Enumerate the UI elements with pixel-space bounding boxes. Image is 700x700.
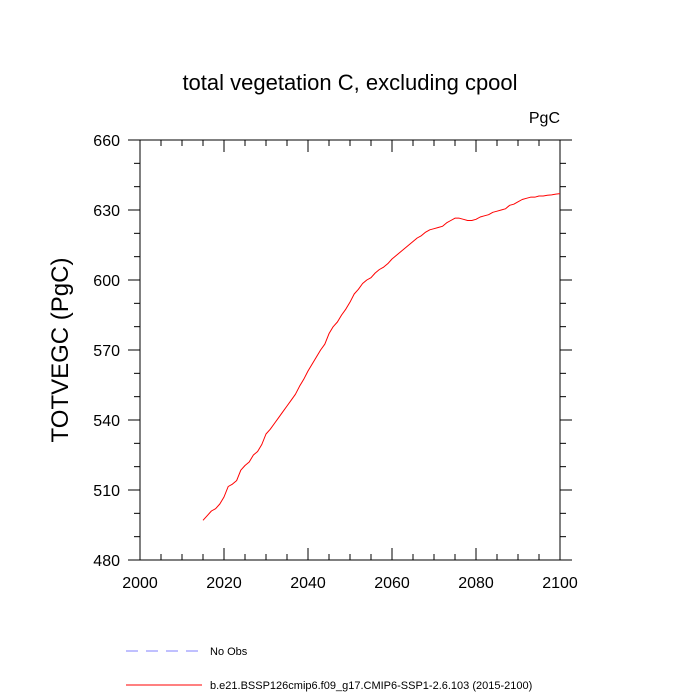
legend: No Obs b.e21.BSSP126cmip6.f09_g17.CMIP6-…	[126, 646, 532, 692]
x-tick-label: 2040	[290, 575, 326, 592]
series-group	[202, 193, 561, 521]
series-line	[202, 193, 561, 521]
y-tick-label: 600	[93, 273, 120, 290]
chart-title: total vegetation C, excluding cpool	[182, 70, 517, 95]
y-tick-label: 510	[93, 483, 120, 500]
axis-ticks	[128, 139, 572, 561]
x-tick-label: 2100	[542, 575, 578, 592]
x-tick-label: 2080	[458, 575, 494, 592]
y-axis-label: TOTVEGC (PgC)	[47, 258, 74, 443]
x-tick-label: 2020	[206, 575, 242, 592]
axis-tick-labels: 2000 2020 2040 2060 2080 2100 480 510 540 570 600 6…	[93, 133, 578, 592]
legend-label-no-obs: No Obs	[210, 646, 248, 658]
y-tick-label: 630	[93, 203, 120, 220]
legend-label-series: b.e21.BSSP126cmip6.f09_g17.CMIP6-SSP1-2.…	[210, 680, 532, 692]
y-tick-label: 480	[93, 553, 120, 570]
units-label: PgC	[529, 110, 560, 127]
y-tick-label: 570	[93, 343, 120, 360]
y-tick-label: 540	[93, 413, 120, 430]
y-tick-label: 660	[93, 133, 120, 150]
plot-frame	[139, 139, 561, 561]
x-tick-label: 2060	[374, 575, 410, 592]
x-tick-label: 2000	[122, 575, 158, 592]
